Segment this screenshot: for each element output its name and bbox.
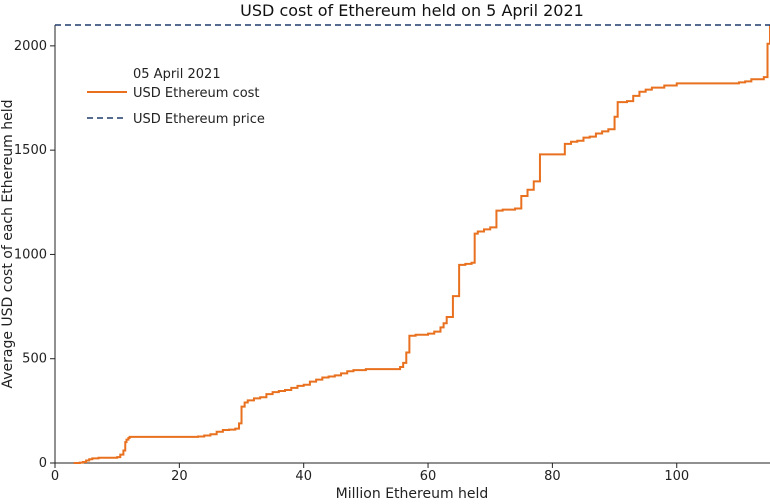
x-tick-label: 100 xyxy=(664,469,689,484)
y-tick-label: 1000 xyxy=(14,247,47,262)
y-ticks: 0 500 1000 1500 2000 xyxy=(14,39,55,471)
y-tick-label: 1500 xyxy=(14,143,47,158)
legend-title: 05 April 2021 xyxy=(133,67,221,82)
chart-title: USD cost of Ethereum held on 5 April 202… xyxy=(240,1,584,20)
legend: 05 April 2021 USD Ethereum cost USD Ethe… xyxy=(87,67,265,127)
x-ticks: 0 20 40 60 80 100 xyxy=(51,463,689,484)
y-axis-title: Average USD cost of each Ethereum held xyxy=(0,99,16,388)
y-tick-label: 500 xyxy=(22,352,47,367)
plot-area: 0 20 40 60 80 100 0 500 1000 1500 2000 xyxy=(14,24,770,484)
y-tick-label: 0 xyxy=(39,456,47,471)
x-tick-label: 80 xyxy=(544,469,561,484)
x-axis-title: Million Ethereum held xyxy=(336,486,489,502)
legend-label-cost: USD Ethereum cost xyxy=(133,86,260,101)
x-tick-label: 60 xyxy=(420,469,437,484)
x-tick-label: 20 xyxy=(171,469,188,484)
x-tick-label: 40 xyxy=(295,469,312,484)
series-layer xyxy=(55,24,770,464)
x-tick-label: 0 xyxy=(51,469,59,484)
legend-label-price: USD Ethereum price xyxy=(133,112,265,127)
series-line-cost xyxy=(73,25,770,464)
y-tick-label: 2000 xyxy=(14,39,47,54)
